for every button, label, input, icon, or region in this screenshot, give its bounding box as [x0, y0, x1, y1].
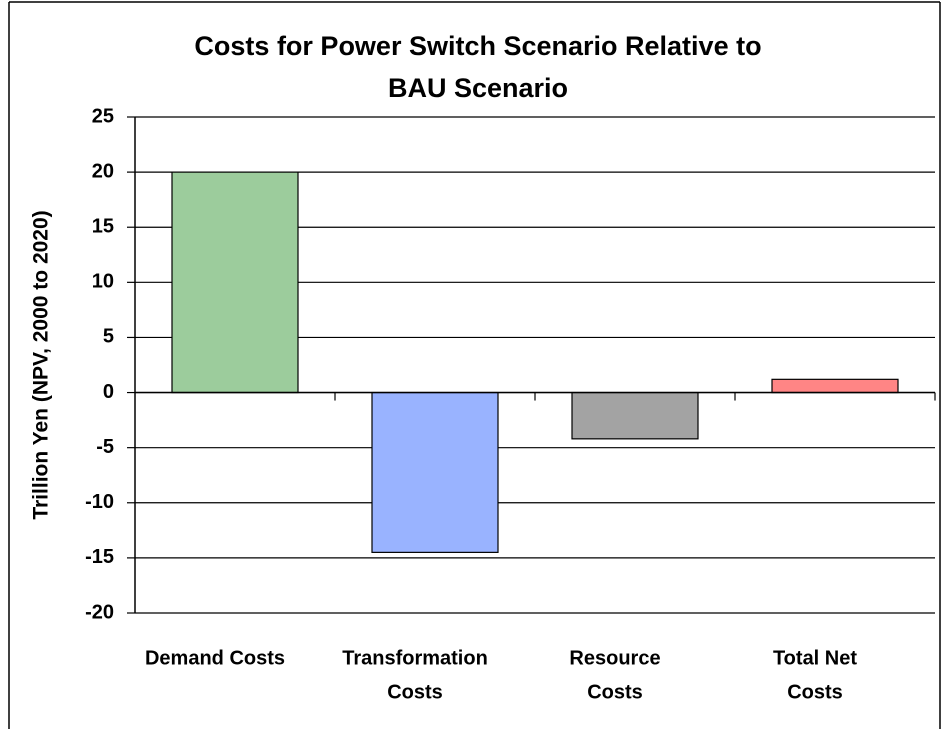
chart-title: BAU Scenario	[388, 73, 568, 103]
y-tick-label: 15	[92, 216, 114, 238]
bar	[171, 171, 299, 394]
x-tick-label: Costs	[787, 681, 843, 703]
bar	[771, 378, 899, 394]
y-tick-label: 10	[92, 271, 114, 293]
x-tick-label: Transformation	[342, 647, 488, 669]
y-tick-label: -15	[85, 546, 114, 568]
x-tick-label: Demand Costs	[145, 647, 285, 669]
x-tick-label: Costs	[587, 681, 643, 703]
y-axis-label: Trillion Yen (NPV, 2000 to 2020)	[30, 210, 53, 519]
bar	[571, 391, 699, 440]
y-tick-label: -20	[85, 601, 114, 623]
x-tick-label: Total Net	[773, 647, 857, 669]
bar	[371, 391, 499, 553]
y-tick-label: 5	[103, 326, 114, 348]
y-tick-label: 0	[103, 381, 114, 403]
y-tick-label: 25	[92, 105, 114, 127]
y-tick-label: -5	[96, 436, 114, 458]
y-tick-label: 20	[92, 160, 114, 182]
chart-title: Costs for Power Switch Scenario Relative…	[194, 31, 761, 61]
x-tick-label: Costs	[387, 681, 443, 703]
x-tick-label: Resource	[569, 647, 660, 669]
y-tick-label: -10	[85, 491, 114, 513]
